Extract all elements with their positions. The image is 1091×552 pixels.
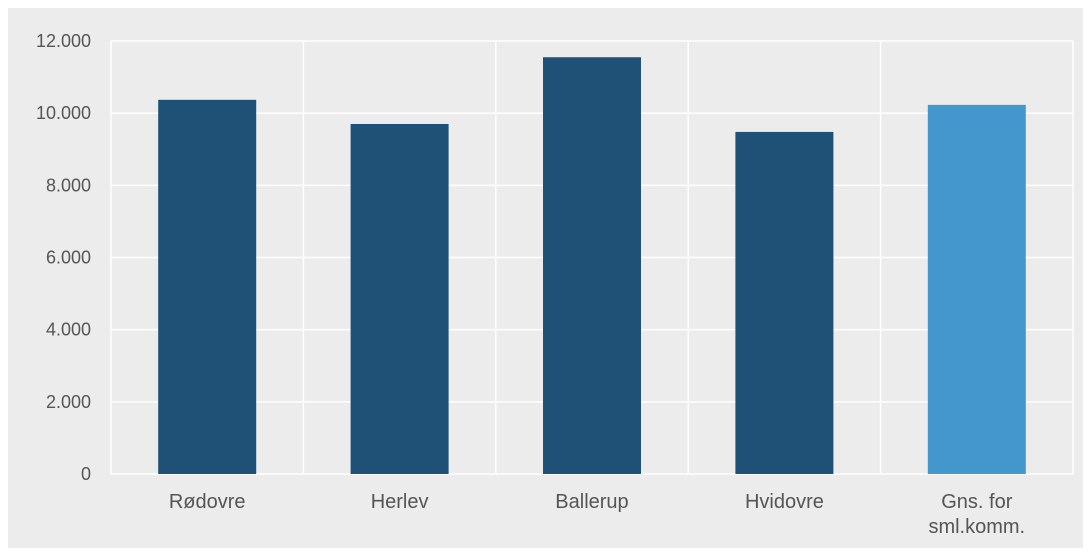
x-category-label: Ballerup — [555, 491, 628, 513]
bar-2 — [350, 123, 449, 474]
bar-1 — [158, 99, 257, 475]
x-category-label: Gns. for sml.komm. — [928, 491, 1025, 538]
bar-chart: 0 2.000 4.000 6.000 8.000 10.000 12.000 Rødovre… — [36, 31, 1074, 538]
y-tick-label: 6.000 — [46, 248, 91, 268]
y-tick-label: 2.000 — [46, 392, 91, 412]
bar-5 — [927, 104, 1026, 475]
y-tick-label: 0 — [81, 464, 91, 484]
x-category-label: Rødovre — [169, 491, 246, 513]
x-category-label: Hvidovre — [745, 491, 824, 513]
y-tick-label: 4.000 — [46, 320, 91, 340]
y-tick-label: 10.000 — [36, 103, 91, 123]
chart-area: 0 2.000 4.000 6.000 8.000 10.000 12.000 Rødovre… — [8, 8, 1083, 548]
y-tick-label: 8.000 — [46, 175, 91, 195]
y-tick-label: 12.000 — [36, 31, 91, 51]
x-category-label: Herlev — [371, 491, 429, 513]
bar-4 — [735, 131, 834, 474]
bar-3 — [543, 57, 641, 475]
